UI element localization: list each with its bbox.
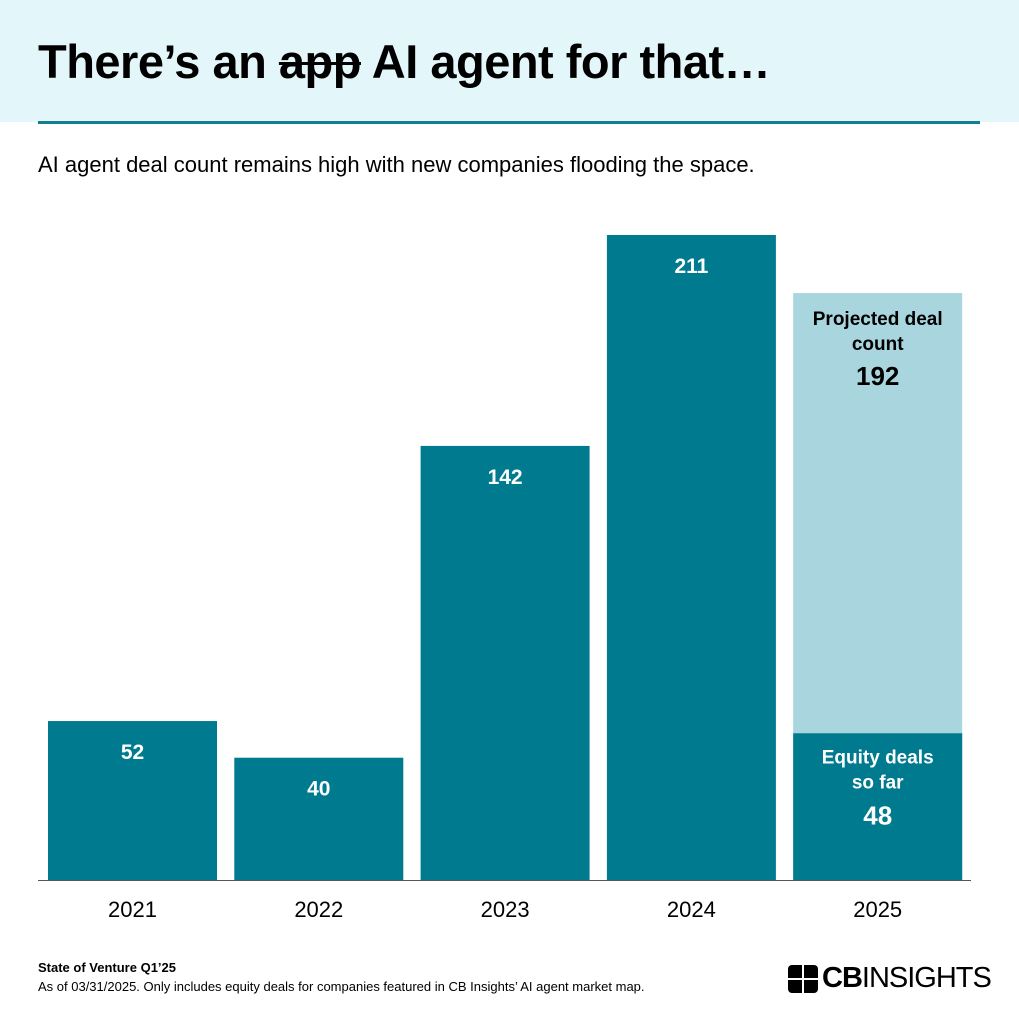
bar-2024 bbox=[606, 235, 776, 880]
subtitle: AI agent deal count remains high with ne… bbox=[38, 152, 755, 177]
projected-value-label: 192 bbox=[856, 361, 899, 391]
bar-2023 bbox=[420, 445, 590, 880]
cb-insights-logo: CB INSIGHTS bbox=[788, 962, 992, 995]
x-tick-label-2022: 2022 bbox=[294, 897, 343, 922]
projected-label: count bbox=[852, 334, 904, 355]
so-far-label: so far bbox=[852, 772, 904, 793]
bar-chart: 52 2021 40 2022 142 2023 211 2024 Projected deal… bbox=[38, 235, 971, 922]
footer-note: As of 03/31/2025. Only includes equity d… bbox=[38, 979, 645, 994]
header-divider bbox=[38, 121, 980, 124]
header-banner bbox=[0, 0, 1019, 122]
x-tick-label-2024: 2024 bbox=[667, 897, 716, 922]
so-far-value-label: 48 bbox=[863, 800, 892, 830]
data-label-2021: 52 bbox=[121, 741, 144, 764]
data-label-2023: 142 bbox=[488, 466, 523, 489]
footer-source: State of Venture Q1’25 bbox=[38, 960, 176, 975]
x-tick-label-2023: 2023 bbox=[481, 897, 530, 922]
equity-so-far-bar-2025 bbox=[793, 733, 963, 880]
struck-word: app bbox=[278, 35, 362, 88]
data-label-2024: 211 bbox=[674, 255, 708, 278]
so-far-label: Equity deals bbox=[822, 747, 934, 768]
page-title: There’s an app AI agent for that… bbox=[38, 35, 771, 88]
x-tick-label-2025: 2025 bbox=[853, 897, 902, 922]
projected-label: Projected deal bbox=[813, 309, 943, 330]
x-tick-label-2021: 2021 bbox=[108, 897, 157, 922]
bar-2022 bbox=[234, 757, 404, 880]
bar-2021 bbox=[48, 721, 217, 880]
data-label-2022: 40 bbox=[307, 778, 330, 801]
cb-logo-icon bbox=[788, 964, 818, 993]
